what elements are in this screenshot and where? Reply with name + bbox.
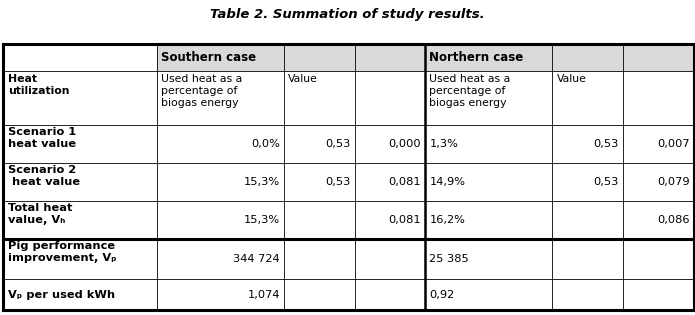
Bar [623,163,694,201]
Text: Scenario 1
heat value: Scenario 1 heat value [8,127,76,149]
Text: 0,081: 0,081 [389,177,421,186]
Text: 0,081: 0,081 [389,215,421,225]
Text: 0,92: 0,92 [430,290,455,300]
Bar [156,44,425,71]
Text: 0,000: 0,000 [389,139,421,149]
Bar [425,201,553,238]
Bar [553,238,623,279]
Bar [354,125,425,163]
Bar [623,71,694,125]
Bar [3,71,156,125]
Bar [623,279,694,310]
Text: 1,074: 1,074 [247,290,280,300]
Text: 0,53: 0,53 [325,177,350,186]
Bar [3,125,156,163]
Bar [156,125,284,163]
Text: Scenario 2
 heat value: Scenario 2 heat value [8,165,80,187]
Bar [623,125,694,163]
Bar [553,201,623,238]
Bar [425,71,553,125]
Bar [156,279,284,310]
Text: 0,007: 0,007 [657,139,689,149]
Text: 0,53: 0,53 [594,177,619,186]
Text: Table 2. Summation of study results.: Table 2. Summation of study results. [210,8,485,21]
Text: Total heat
value, Vₕ: Total heat value, Vₕ [8,203,72,225]
Bar [284,71,354,125]
Text: Southern case: Southern case [161,51,256,64]
Bar [284,201,354,238]
Bar [3,163,156,201]
Bar [553,279,623,310]
Bar [284,125,354,163]
Bar [3,44,156,71]
Text: Used heat as a
percentage of
biogas energy: Used heat as a percentage of biogas ener… [430,74,511,107]
Text: Heat
utilization: Heat utilization [8,74,69,95]
Text: Northern case: Northern case [430,51,523,64]
Bar [553,71,623,125]
Text: 14,9%: 14,9% [430,177,465,186]
Bar [156,201,284,238]
Bar [354,71,425,125]
Text: Value: Value [288,74,318,83]
Bar [284,238,354,279]
Text: Used heat as a
percentage of
biogas energy: Used heat as a percentage of biogas ener… [161,74,242,107]
Bar [425,279,553,310]
Bar [623,238,694,279]
Bar [425,163,553,201]
Text: Vₚ per used kWh: Vₚ per used kWh [8,290,115,300]
Text: 0,0%: 0,0% [251,139,280,149]
Bar [425,238,553,279]
Bar [623,201,694,238]
Bar [3,279,156,310]
Text: 25 385: 25 385 [430,254,469,264]
Bar [425,44,694,71]
Text: 15,3%: 15,3% [244,215,280,225]
Text: 16,2%: 16,2% [430,215,465,225]
Text: 0,53: 0,53 [594,139,619,149]
Text: 1,3%: 1,3% [430,139,458,149]
Bar [354,279,425,310]
Bar [156,238,284,279]
Bar [3,238,156,279]
Text: Pig performance
improvement, Vₚ: Pig performance improvement, Vₚ [8,241,116,263]
Bar [3,201,156,238]
Text: Value: Value [557,74,587,83]
Bar [553,163,623,201]
Bar [284,163,354,201]
Bar [156,163,284,201]
Text: 15,3%: 15,3% [244,177,280,186]
Bar [553,125,623,163]
Text: 344 724: 344 724 [234,254,280,264]
Bar [354,238,425,279]
Bar [425,125,553,163]
Text: 0,53: 0,53 [325,139,350,149]
Bar [354,163,425,201]
Bar [284,279,354,310]
Bar [354,201,425,238]
Text: 0,079: 0,079 [657,177,689,186]
Bar [156,71,284,125]
Text: 0,086: 0,086 [657,215,689,225]
